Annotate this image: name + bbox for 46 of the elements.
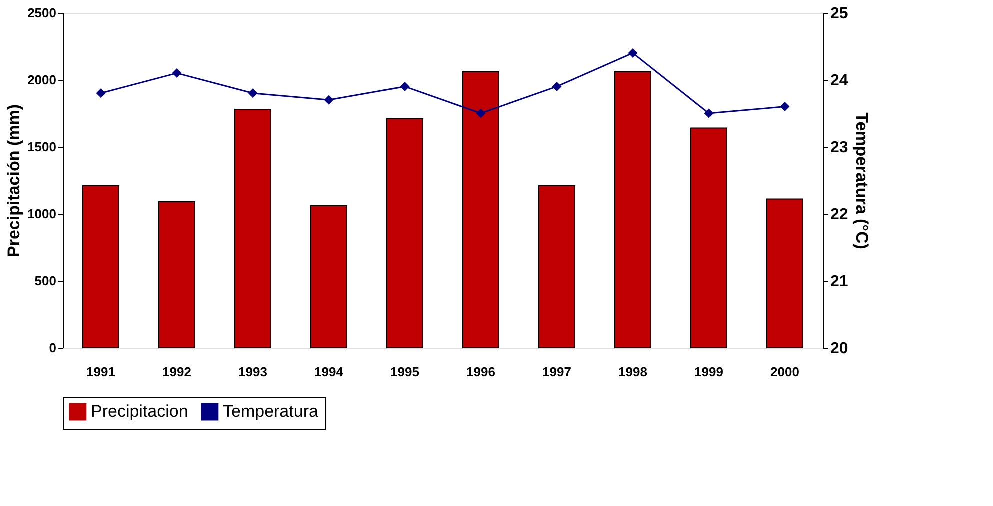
point [96,88,106,98]
y-tick-label: 1000 [28,206,56,222]
x-tick-label: 1995 [390,364,420,380]
x-tick-label: 1994 [314,364,344,380]
x-tick-label: 1999 [694,364,724,380]
x-tick-label: 1992 [162,364,192,380]
point [324,95,334,105]
bar [234,108,272,348]
point [476,108,486,118]
bar [766,198,804,348]
point [628,48,638,58]
legend-label: Temperatura [223,402,319,422]
y-axis-title: Precipitación (mm) [4,104,24,258]
y2-tick-label: 22 [830,206,848,224]
bar [310,205,348,348]
x-tick-label: 2000 [770,364,800,380]
x-tick-label: 1997 [542,364,572,380]
bar [614,71,652,348]
point [248,88,258,98]
x-tick-label: 1998 [618,364,648,380]
y2-tick-label: 24 [830,72,848,90]
bar [690,128,728,348]
bar [158,201,196,348]
y2-tick-label: 21 [830,274,848,290]
bar [462,71,500,348]
y2-tick-label: 25 [830,6,848,22]
y-tick-label: 2000 [28,72,56,88]
x-tick-label: 1996 [466,364,496,380]
y2-tick-label: 23 [830,140,848,156]
legend-label: Precipitacion [91,402,188,422]
point [172,68,182,78]
y-tick-label: 0 [49,340,56,356]
y-tick-label: 2500 [28,6,56,20]
x-tick-label: 1991 [86,364,116,380]
point [704,108,714,118]
point [400,82,410,92]
y2-tick-label: 20 [830,340,848,358]
point [780,102,790,112]
y-tick-label: 1500 [28,140,56,154]
y-tick-label: 500 [34,274,56,288]
bar [82,185,120,348]
bar [386,118,424,348]
point [552,82,562,92]
bar [538,185,576,348]
y2-axis-title: Temperatura (°C) [852,112,872,250]
x-tick-label: 1993 [238,364,268,380]
